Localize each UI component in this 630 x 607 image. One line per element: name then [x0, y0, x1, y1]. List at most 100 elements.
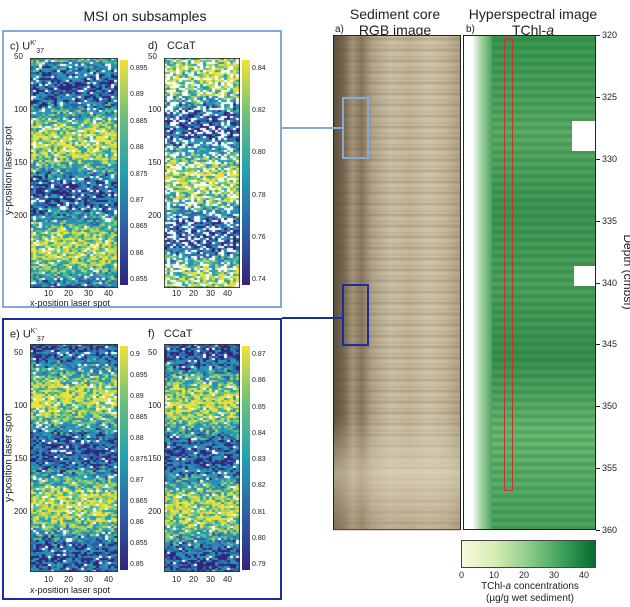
colorbar-tick: 0.81 — [252, 508, 266, 516]
tchl-colorbar-label: TChl-a concentrations (µg/g wet sediment… — [455, 581, 605, 605]
depth-tick-label: 335 — [602, 215, 618, 226]
y-tick: 100 — [14, 105, 28, 114]
heatmap-f — [164, 344, 240, 572]
colorbar-tick: 0.885 — [130, 117, 148, 125]
depth-axis: 320 325 330 335 340 345 350 355 360 — [596, 30, 626, 535]
depth-tick-mark — [596, 344, 600, 346]
y-tick: 200 — [14, 507, 28, 516]
colorbar-tick: 0.875 — [130, 456, 148, 463]
core-lower-section — [334, 416, 460, 531]
colorbar-f — [242, 346, 250, 570]
core-title-line1: Sediment core — [349, 6, 441, 22]
colorbar-e-ticks: 0.9 0.895 0.89 0.885 0.88 0.875 0.87 0.865 0.86 0… — [130, 346, 150, 570]
colorbar-tick: 0.82 — [252, 482, 266, 490]
colorbar-tick: 0.87 — [252, 351, 266, 358]
depth-tick-label: 320 — [602, 30, 618, 40]
colorbar-tick: 0.86 — [252, 377, 266, 385]
colorbar-c — [120, 60, 128, 285]
colorbar-tick: 0.79 — [252, 561, 266, 568]
tchl-tick-label: 20 — [519, 570, 530, 580]
colorbar-tick: 0.9 — [130, 351, 140, 358]
x-tick: 10 — [172, 575, 181, 584]
colorbar-tick: 0.80 — [252, 149, 266, 157]
depth-tick-mark — [596, 406, 600, 408]
x-tick: 10 — [172, 289, 181, 298]
tchl-map — [492, 36, 595, 529]
y-tick: 50 — [14, 52, 23, 61]
x-tick: 30 — [206, 575, 215, 584]
hyperspectral-image — [463, 35, 596, 530]
colorbar-tick: 0.89 — [130, 91, 144, 99]
colorbar-tick: 0.88 — [130, 144, 144, 152]
colorbar-d-ticks: 0.84 0.82 0.80 0.78 0.76 0.74 — [252, 60, 272, 285]
y-tick: 200 — [148, 507, 162, 516]
colorbar-tick: 0.855 — [130, 276, 148, 283]
colorbar-tick: 0.84 — [252, 65, 266, 72]
y-tick: 50 — [14, 348, 23, 357]
tchl-tick-label: 10 — [489, 570, 500, 580]
x-tick: 40 — [104, 289, 113, 298]
tchl-colorbar-label-line1: TChl-a concentrations — [481, 581, 579, 592]
panel-d-label: d) CCaT — [148, 40, 196, 52]
msi-title: MSI on subsamples — [83, 8, 207, 24]
colorbar-tick: 0.885 — [130, 414, 148, 421]
panel-c-label: c) UK'37 — [10, 40, 44, 55]
colorbar-c-ticks: 0.895 0.89 0.885 0.88 0.875 0.87 0.865 0.86 0.85… — [130, 60, 150, 285]
subsample-box-top — [342, 97, 369, 159]
msi-box-top — [2, 30, 282, 308]
heatmap-e — [30, 344, 118, 572]
hyper-title-line2: TChl-a — [511, 22, 555, 38]
x-tick: 30 — [206, 289, 215, 298]
x-tick: 20 — [189, 575, 198, 584]
colorbar-tick: 0.895 — [130, 372, 148, 379]
colorbar-tick: 0.895 — [130, 65, 148, 72]
hyper-title: Hyperspectral image TChl-a — [458, 6, 608, 38]
colorbar-d — [242, 60, 250, 285]
x-tick: 20 — [64, 289, 73, 298]
tchl-colorbar-ticks: 0 10 20 30 40 — [459, 568, 596, 580]
tchl-edge — [464, 36, 492, 529]
depth-tick-mark — [596, 220, 600, 222]
tchl-colorbar-label-line2: (µg/g wet sediment) — [485, 593, 575, 604]
x-tick: 30 — [84, 289, 93, 298]
colorbar-tick: 0.865 — [130, 223, 148, 231]
depth-axis-label: Depth (cmbsf) — [621, 234, 630, 310]
y-tick: 150 — [14, 158, 28, 167]
x-tick: 30 — [84, 575, 93, 584]
tchl-gap-1 — [572, 121, 595, 151]
colorbar-tick: 0.84 — [252, 429, 266, 437]
colorbar-tick: 0.88 — [130, 435, 144, 442]
x-tick: 40 — [223, 575, 232, 584]
colorbar-tick: 0.86 — [130, 519, 144, 526]
colorbar-tick: 0.80 — [252, 534, 266, 542]
colorbar-tick: 0.78 — [252, 191, 266, 199]
x-tick: 10 — [44, 575, 53, 584]
tchl-tick-label: 30 — [549, 570, 560, 580]
core-title: Sediment core RGB image — [335, 6, 455, 38]
x-tick: 20 — [64, 575, 73, 584]
depth-tick-label: 355 — [602, 463, 618, 474]
x-tick: 40 — [223, 289, 232, 298]
y-axis-label-top: y-position laser spot — [3, 126, 15, 215]
tchl-tick-label: 0 — [459, 570, 465, 580]
y-tick: 50 — [148, 348, 157, 357]
depth-tick-label: 330 — [602, 153, 618, 164]
colorbar-tick: 0.85 — [130, 561, 144, 568]
y-tick: 150 — [148, 454, 162, 463]
y-tick: 200 — [14, 211, 28, 220]
depth-tick-mark — [596, 35, 600, 36]
panel-a-label: a) — [335, 24, 344, 35]
y-tick: 100 — [14, 401, 28, 410]
depth-tick-label: 345 — [602, 339, 618, 350]
panel-f-label: f) CCaT — [148, 328, 193, 340]
colorbar-tick: 0.865 — [130, 498, 148, 505]
colorbar-tick: 0.83 — [252, 456, 266, 463]
subsample-box-bottom — [342, 284, 369, 346]
tchl-tick-label: 40 — [579, 570, 590, 580]
x-tick: 40 — [104, 575, 113, 584]
y-axis-label-bottom: y-position laser spot — [3, 413, 15, 502]
panel-e-label: e) UK'37 — [10, 328, 45, 343]
x-tick: 20 — [189, 289, 198, 298]
depth-tick-mark — [596, 468, 600, 470]
x-axis-label-bottom: x-position laser spot — [30, 585, 111, 595]
